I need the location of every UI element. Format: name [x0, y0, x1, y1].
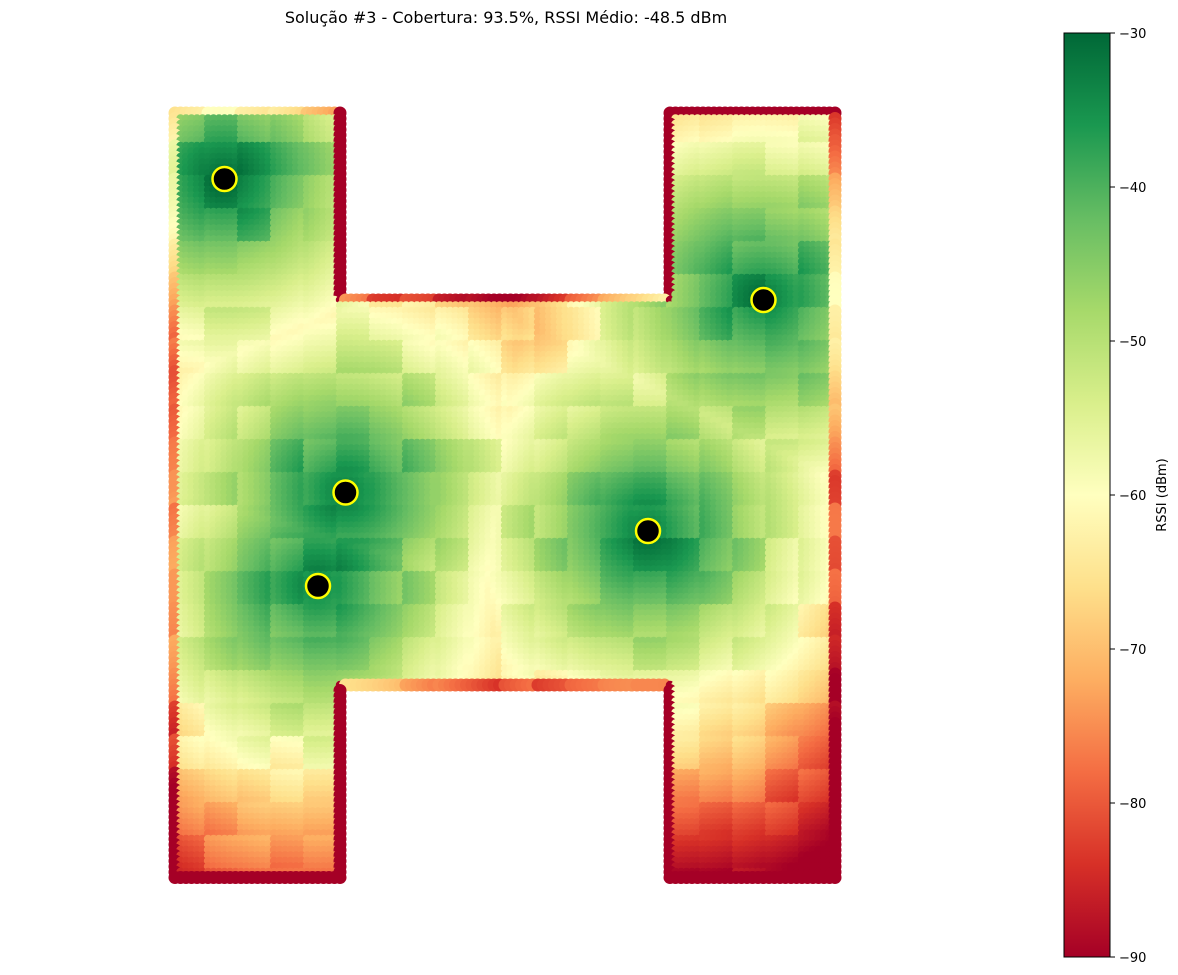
plot-title: Solução #3 - Cobertura: 93.5%, RSSI Médi… — [284, 8, 728, 27]
rssi-heatmap — [168, 106, 842, 884]
heatmap-points — [168, 106, 842, 884]
